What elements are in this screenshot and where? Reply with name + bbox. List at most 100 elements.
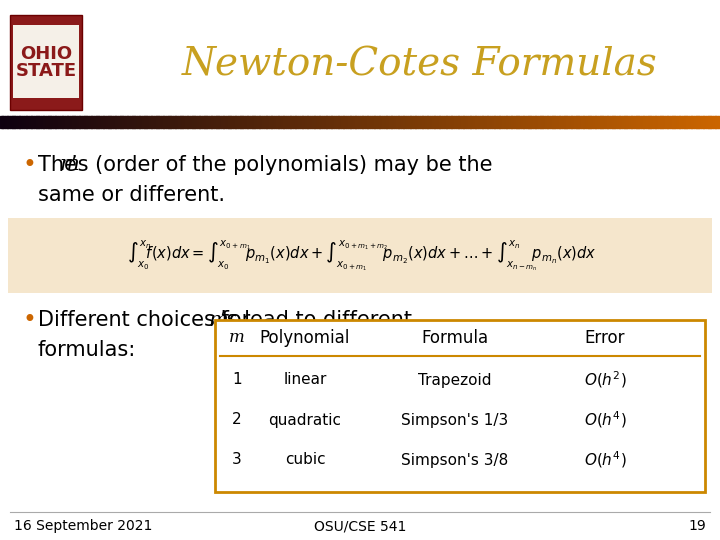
Bar [103,116,106,128]
Bar [619,116,622,128]
Bar [394,116,397,128]
Text: Newton-Cotes Formulas: Newton-Cotes Formulas [182,46,658,84]
Bar [653,116,656,128]
Bar [14,116,17,128]
Bar [396,116,399,128]
Bar [511,116,514,128]
Bar [211,116,214,128]
Bar [607,116,610,128]
Bar [715,116,718,128]
Bar [214,116,217,128]
FancyBboxPatch shape [8,218,712,293]
Bar [372,116,375,128]
Bar [322,116,325,128]
Bar [549,116,552,128]
Bar [621,116,624,128]
Text: $\int_{x_0}^{x_n}\!\! f(x)dx = \int_{x_0}^{x_{0+m_1}}\!\! p_{m_1}(x)dx + \int_{x: $\int_{x_0}^{x_n}\!\! f(x)dx = \int_{x_0… [127,238,597,273]
Bar [223,116,226,128]
Bar [420,116,423,128]
Bar [641,116,644,128]
Text: The: The [38,155,84,175]
Bar [360,116,363,128]
Bar [156,116,159,128]
Bar [485,116,487,128]
Bar [588,116,591,128]
Bar [504,116,507,128]
Bar [139,116,142,128]
Bar [185,116,188,128]
Bar [194,116,197,128]
Bar [698,116,701,128]
Bar [86,116,89,128]
Bar [487,116,490,128]
Bar [142,116,145,128]
Bar [470,116,473,128]
Bar [684,116,687,128]
Bar [199,116,202,128]
Bar [115,116,118,128]
Bar [238,116,240,128]
Bar [243,116,246,128]
Bar [693,116,696,128]
Bar [667,116,670,128]
Text: 2: 2 [232,413,242,428]
Bar [45,116,48,128]
Bar [305,116,307,128]
Bar [459,116,462,128]
Bar [559,116,562,128]
Bar [711,116,714,128]
Bar [12,116,15,128]
Bar [648,116,651,128]
Bar [151,116,154,128]
Bar [454,116,456,128]
Bar [646,116,649,128]
Bar [257,116,260,128]
Bar [706,116,708,128]
Bar [29,116,32,128]
Bar [521,116,523,128]
Bar [405,116,408,128]
Text: linear: linear [283,373,327,388]
Text: $O(h^4)$: $O(h^4)$ [584,450,626,470]
Text: Simpson's 3/8: Simpson's 3/8 [401,453,508,468]
Bar [279,116,282,128]
Bar [245,116,248,128]
Bar [235,116,238,128]
Bar [79,116,82,128]
Bar [2,116,5,128]
Text: m: m [60,156,80,174]
Bar [295,116,298,128]
Text: T · H · E: T · H · E [30,18,61,24]
Bar [475,116,478,128]
Bar [713,116,716,128]
Bar [43,116,46,128]
Bar [228,116,231,128]
Bar [499,116,502,128]
Bar [161,116,163,128]
Bar [415,116,418,128]
Text: OHIO
STATE: OHIO STATE [15,45,76,80]
Text: 19: 19 [688,519,706,533]
Bar [434,116,437,128]
Bar [379,116,382,128]
Text: •: • [22,308,36,332]
Bar [209,116,212,128]
Bar [55,116,58,128]
Bar [91,116,94,128]
Bar [389,116,392,128]
Bar [382,116,384,128]
Bar [36,116,39,128]
Text: Trapezoid: Trapezoid [418,373,492,388]
Bar [290,116,293,128]
Bar [187,116,190,128]
Bar [137,116,140,128]
Bar [439,116,442,128]
Bar [60,116,63,128]
Bar [166,116,168,128]
Bar [547,116,550,128]
Bar [65,116,68,128]
Bar [451,116,454,128]
Bar [516,116,519,128]
Bar [430,116,433,128]
Bar [63,116,66,128]
